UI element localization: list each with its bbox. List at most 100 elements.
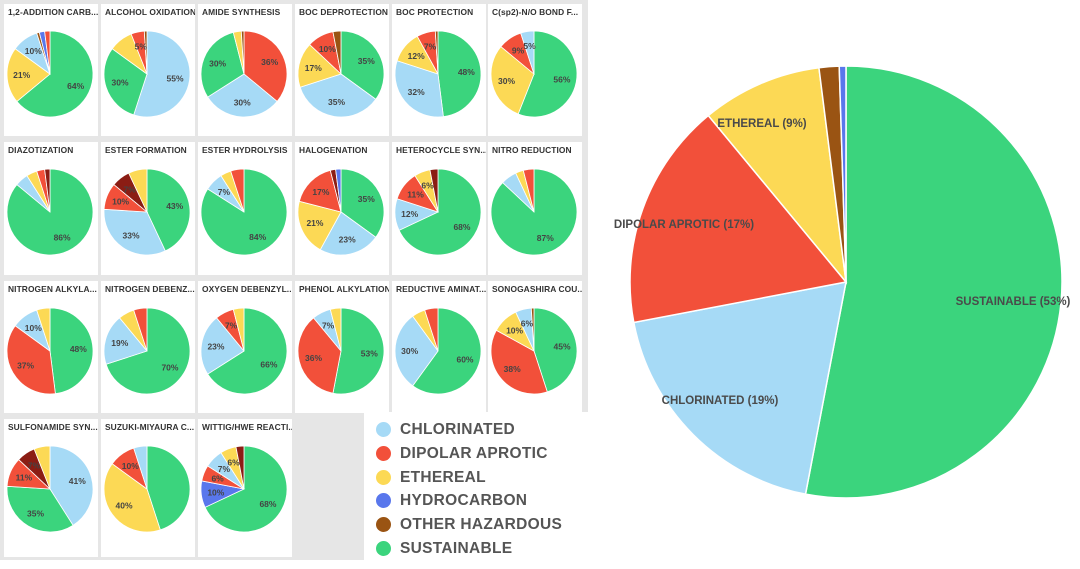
small-pie-title: SONOGASHIRA COU... xyxy=(492,284,582,294)
small-pie-title: ESTER FORMATION xyxy=(105,145,187,155)
small-pie-svg: 41% 35% 11% 7% xyxy=(6,445,94,533)
small-pie-svg: 68% 10% 6%7%6% xyxy=(200,445,288,533)
small-slice-other xyxy=(434,30,439,75)
legend-swatch-icon xyxy=(376,541,391,556)
legend-swatch-icon xyxy=(376,445,391,461)
small-slice-chlorinated xyxy=(520,30,535,75)
small-pie-wittig-hwe-reacti: WITTIG/HWE REACTI... 68% 10% 6% 7% 6% xyxy=(198,419,292,557)
small-label-sustainable: 43% xyxy=(166,201,183,211)
small-label-ethereal: 40% xyxy=(116,501,133,511)
small-pie-svg: 86% xyxy=(6,168,94,256)
small-pie-title: DIAZOTIZATION xyxy=(8,145,74,155)
small-label-sustainable: 68% xyxy=(453,222,470,232)
small-slice-sustainable xyxy=(340,168,385,238)
legend-item-dipolar-aprotic: DIPOLAR APROTIC xyxy=(376,443,588,465)
small-label-chlorinated: 30% xyxy=(401,346,418,356)
small-label-dipolar: 17% xyxy=(312,187,329,197)
small-slice-sustainable xyxy=(332,307,385,395)
small-slice-sustainable xyxy=(340,30,385,100)
small-slice-darkred xyxy=(44,168,51,213)
small-pie-ester-formation: ESTER FORMATION 43% 33% 10% 7% xyxy=(101,142,195,275)
small-label-dipolar: 11% xyxy=(407,190,424,200)
legend-swatch-icon xyxy=(376,422,391,437)
small-slice-dipolar xyxy=(522,168,535,213)
small-label-sustainable: 87% xyxy=(537,233,554,243)
small-pie-title: HETEROCYCLE SYN... xyxy=(396,145,486,155)
small-pie-svg: 70% 19% xyxy=(103,307,191,395)
small-slice-darkred xyxy=(235,445,245,490)
small-pie-nitrogen-debenz: NITROGEN DEBENZ... 70% 19% xyxy=(101,281,195,413)
small-pie-oxygen-debenzyl: OXYGEN DEBENZYL... 66% 23% 7% xyxy=(198,281,292,413)
small-slice-sustainable xyxy=(146,168,191,252)
small-slice-chlorinated xyxy=(299,73,377,118)
small-pie-suzuki-miyaura-c: SUZUKI-MIYAURA C... 40% 10% xyxy=(101,419,195,557)
small-pie-boc-deprotection: BOC DEPROTECTION 35% 35% 17% 10% xyxy=(295,4,389,136)
overall-label-sustainable: SUSTAINABLE (53%) xyxy=(956,296,1071,308)
small-pie-ester-hydrolysis: ESTER HYDROLYSIS 84% 7% xyxy=(198,142,292,275)
small-slice-chlorinated xyxy=(133,30,191,118)
overall-slice-ethereal xyxy=(707,66,848,285)
small-pie-nitro-reduction: NITRO REDUCTION 87% xyxy=(488,142,582,275)
small-pie-alcohol-oxidation: ALCOHOL OXIDATION 55% 30% 5% xyxy=(101,4,195,136)
small-pie-svg: 60% 30% xyxy=(394,307,482,395)
small-pie-svg: 64% 21% 10% xyxy=(6,30,94,118)
small-pie-halogenation: HALOGENATION 35% 23% 21% 17% xyxy=(295,142,389,275)
small-slice-chlorinated xyxy=(207,73,278,118)
small-label-sustainable: 48% xyxy=(458,67,475,77)
small-slice-other xyxy=(240,30,245,75)
small-slice-sustainable xyxy=(398,168,482,256)
small-slice-ethereal xyxy=(128,168,148,213)
small-pie-title: BOC DEPROTECTION xyxy=(299,7,389,17)
small-pie-svg: 55% 30% 5% xyxy=(103,30,191,118)
small-slice-sustainable xyxy=(200,31,245,98)
legend-label: DIPOLAR APROTIC xyxy=(400,444,548,462)
small-slice-dipolar xyxy=(44,30,51,75)
small-pie-title: NITROGEN DEBENZ... xyxy=(105,284,195,294)
small-pie-title: 1,2-ADDITION CARB... xyxy=(8,7,98,17)
small-label-sustainable: 84% xyxy=(249,232,266,242)
overall-slice-chlorinated xyxy=(632,281,847,496)
legend-label: SUSTAINABLE xyxy=(400,540,513,557)
small-label-chlorinated: 23% xyxy=(339,235,356,245)
small-label-sustainable: 86% xyxy=(54,233,71,243)
small-slice-chlorinated xyxy=(103,208,166,256)
small-label-chlorinated: 32% xyxy=(408,87,425,97)
overall-label-chlorinated: CHLORINATED (19%) xyxy=(662,395,779,407)
small-slice-dipolar xyxy=(243,30,288,102)
small-label-ethereal: 17% xyxy=(305,63,322,73)
small-slice-chlorinated xyxy=(200,317,245,375)
small-pie-1-2-addition-carb: 1,2-ADDITION CARB... 64% 21% 10% xyxy=(4,4,98,136)
small-slice-dipolar xyxy=(6,325,56,395)
small-pie-title: PHENOL ALKYLATION xyxy=(299,284,389,294)
small-pie-c-sp2-n-o-bond-f: C(sp2)-N/O BOND F... 56% 30% 9% 5% xyxy=(488,4,582,136)
small-pie-svg: 66% 23% 7% xyxy=(200,307,288,395)
small-slice-sustainable xyxy=(103,48,148,116)
small-pie-svg: 84% 7% xyxy=(200,168,288,256)
small-label-sustainable: 30% xyxy=(209,59,226,69)
small-pie-title: NITROGEN ALKYLA... xyxy=(8,284,97,294)
small-pie-title: ALCOHOL OXIDATION xyxy=(105,7,195,17)
small-label-ethereal: 21% xyxy=(306,218,323,228)
small-label-sustainable: 53% xyxy=(361,349,378,359)
small-label-dipolar: 7% xyxy=(225,321,238,331)
small-label-chlorinated: 6% xyxy=(521,318,534,328)
small-label-dipolar: 36% xyxy=(305,353,322,363)
small-label-sustainable: 64% xyxy=(67,81,84,91)
small-slice-chlorinated xyxy=(133,445,148,490)
small-slice-sustainable xyxy=(16,30,94,118)
small-slice-other xyxy=(143,30,148,75)
small-slice-dipolar xyxy=(298,169,342,213)
small-label-sustainable: 35% xyxy=(358,56,375,66)
small-label-sustainable: 35% xyxy=(27,508,44,518)
small-pie-phenol-alkylation: PHENOL ALKYLATION 53% 36% 7% xyxy=(295,281,389,413)
small-label-darkred: 7% xyxy=(28,461,41,471)
small-slice-dipolar xyxy=(297,317,342,394)
legend-item-chlorinated: CHLORINATED xyxy=(376,419,588,441)
small-label-darkred: 7% xyxy=(123,185,136,195)
small-pie-svg: 53% 36% 7% xyxy=(297,307,385,395)
overall-label-dipolar: DIPOLAR APROTIC (17%) xyxy=(614,219,754,231)
small-pie-svg: 48% 32% 12%7% xyxy=(394,30,482,118)
small-pie-reductive-aminat: REDUCTIVE AMINAT... 60% 30% xyxy=(392,281,486,413)
small-pie-heterocycle-syn: HETEROCYCLE SYN... 68% 12% 11% 6% xyxy=(392,142,486,275)
